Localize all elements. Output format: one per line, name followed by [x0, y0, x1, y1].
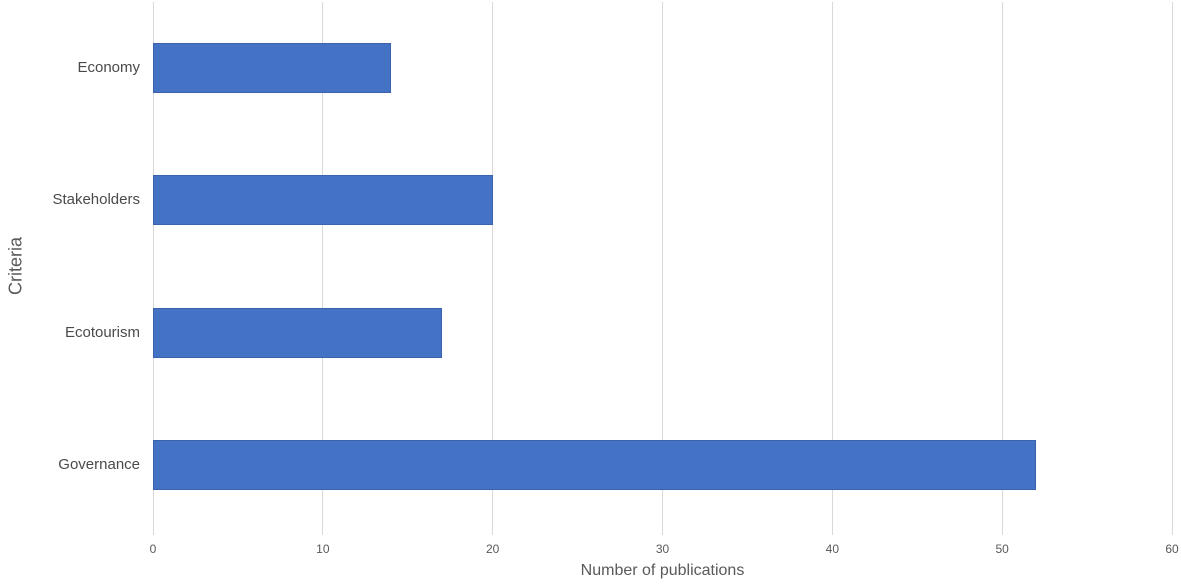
category-label-ecotourism: Ecotourism	[64, 323, 140, 341]
gridline-x-40	[831, 2, 833, 535]
gridline-x-0	[152, 2, 154, 535]
x-tick-label: 0	[149, 542, 157, 556]
gridline-x-30	[662, 2, 663, 535]
x-tick-label: 20	[485, 542, 500, 556]
x-tick-label: 30	[655, 542, 670, 556]
gridline-x-60	[1171, 2, 1173, 535]
x-tick-label: 40	[825, 542, 840, 556]
category-label-governance: Governance	[58, 455, 140, 473]
x-tick-label: 10	[316, 542, 330, 556]
y-axis-title: Criteria	[5, 236, 26, 296]
gridline-x-10	[322, 2, 324, 535]
x-tick-label: 50	[995, 542, 1009, 556]
gridline-x-20	[492, 2, 494, 535]
bar-governance	[153, 439, 1037, 490]
bar-ecotourism	[153, 307, 442, 358]
bar-stakeholders	[153, 175, 493, 226]
category-label-stakeholders: Stakeholders	[52, 191, 140, 209]
bar-economy	[153, 43, 391, 94]
category-label-economy: Economy	[77, 59, 140, 77]
gridline-x-50	[1001, 2, 1003, 535]
x-tick-label: 60	[1165, 542, 1179, 556]
x-axis-title: Number of publications	[580, 562, 745, 579]
